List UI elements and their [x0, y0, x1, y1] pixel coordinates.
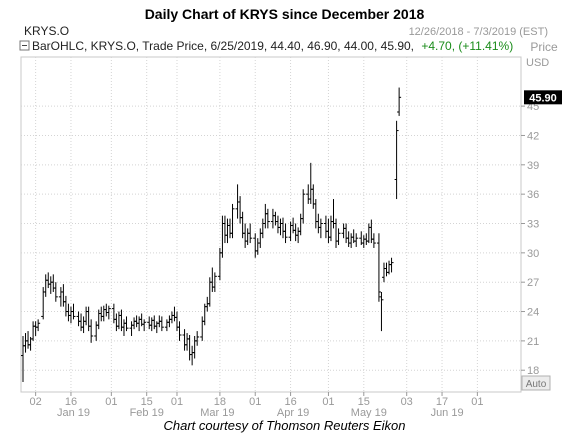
ohlc-bar [376, 233, 381, 302]
x-tick-label: 03 [401, 396, 413, 408]
ohlc-bar [212, 272, 217, 292]
ohlc-bar [371, 233, 376, 248]
month-label: Apr 19 [277, 407, 309, 418]
ohlc-bar [265, 208, 270, 229]
y-tick-label: 18 [527, 365, 539, 377]
ohlc-bar [389, 257, 394, 273]
y-tick-label: 24 [527, 307, 539, 319]
month-label: May 19 [351, 407, 387, 418]
ohlc-bar [53, 282, 58, 302]
ohlc-bar [177, 321, 182, 341]
ohlc-bar [248, 223, 253, 244]
chart-caption: Chart courtesy of Thomson Reuters Eikon [163, 418, 406, 433]
symbol-label: KRYS.O [24, 24, 69, 38]
auto-button-label[interactable]: Auto [526, 379, 547, 390]
ohlc-bar [336, 228, 341, 246]
ohlc-bar [397, 87, 402, 116]
x-tick-label: 17 [436, 396, 448, 408]
legend-prefix: BarOHLC, KRYS.O, Trade Price, 6/25/2019,… [32, 39, 414, 53]
ohlc-bar [230, 203, 235, 239]
ohlc-bar [106, 305, 111, 320]
legend-change: +4.70, (+11.41%) [421, 39, 513, 53]
legend: BarOHLC, KRYS.O, Trade Price, 6/25/2019,… [19, 39, 513, 53]
y-tick-label: 33 [527, 219, 539, 231]
date-range: 12/26/2018 - 7/3/2019 (EST) [409, 26, 548, 38]
ohlc-bar [89, 319, 94, 343]
month-labels: Jan 19 Feb 19 Mar 19 Apr 19 May 19 Jun 19 [57, 407, 464, 418]
auto-button[interactable]: Auto [521, 375, 551, 391]
y-tick-label: 27 [527, 277, 539, 289]
ohlc-bar [354, 233, 359, 247]
month-label: Feb 19 [130, 407, 164, 418]
x-ticks: 02 16 01 15 01 18 01 16 01 15 03 17 01 [29, 392, 484, 408]
ohlc-chart: KRYS.O 12/26/2018 - 7/3/2019 (EST) BarOH… [19, 24, 562, 418]
last-price-label: 45.90 [529, 92, 557, 104]
y-tick-label: 42 [527, 130, 539, 142]
grid [21, 57, 521, 392]
x-tick-label: 16 [284, 396, 296, 408]
ohlc-bar [283, 223, 288, 244]
month-label: Mar 19 [200, 407, 234, 418]
x-tick-label: 01 [105, 396, 117, 408]
ohlc-bar [301, 189, 306, 224]
x-tick-label: 15 [141, 396, 153, 408]
ohlc-bar [195, 331, 200, 346]
auto-button-box[interactable] [521, 375, 551, 391]
x-tick-label: 18 [214, 396, 226, 408]
currency-label: USD [526, 57, 549, 69]
ohlc-bar [124, 316, 129, 332]
x-tick-label: 01 [322, 396, 334, 408]
axis-title: Price [530, 40, 558, 54]
month-label: Jan 19 [57, 407, 90, 418]
y-tick-label: 30 [527, 248, 539, 260]
chart-title: Daily Chart of KRYS since December 2018 [144, 6, 425, 22]
x-tick-label: 01 [171, 396, 183, 408]
ohlc-bar [394, 120, 399, 200]
ohlc-bar [379, 291, 384, 332]
y-tick-label: 36 [527, 189, 539, 201]
last-price-marker: 45.90 [524, 90, 562, 105]
ohlc-bar [159, 316, 164, 332]
ohlc-bar [142, 319, 147, 332]
legend-text: BarOHLC, KRYS.O, Trade Price, 6/25/2019,… [32, 39, 513, 53]
last-price-box [524, 90, 562, 105]
x-tick-label: 15 [358, 396, 370, 408]
y-tick-label: 39 [527, 160, 539, 172]
plot-frame [20, 56, 522, 393]
x-tick-label: 16 [65, 396, 77, 408]
x-tick-label: 02 [29, 396, 41, 408]
ohlc-bar [318, 218, 323, 239]
y-tick-label: 21 [527, 336, 539, 348]
x-tick-label: 01 [471, 396, 483, 408]
ohlc-bar [71, 303, 76, 320]
bars [21, 87, 402, 382]
x-tick-label: 01 [249, 396, 261, 408]
ohlc-bar [36, 319, 41, 332]
month-label: Jun 19 [431, 407, 464, 418]
